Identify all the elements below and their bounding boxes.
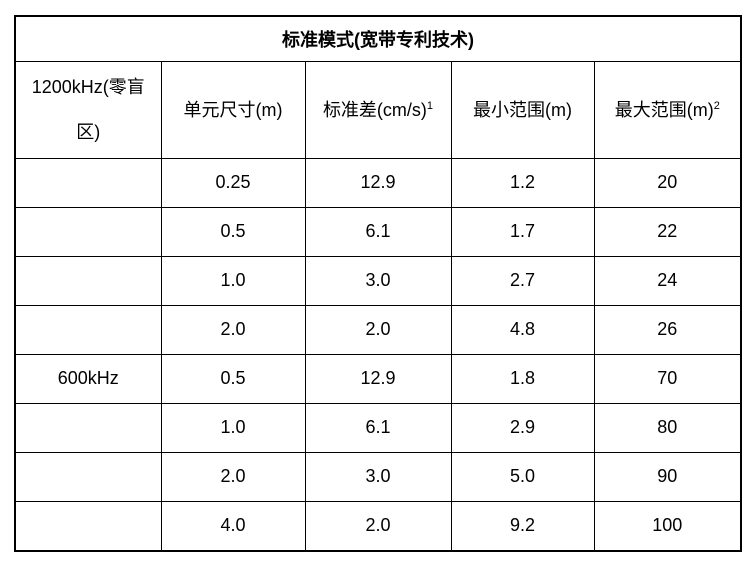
header-max-range-text: 最大范围(m): [614, 99, 714, 120]
table-row: 0.5 6.1 1.7 22: [14, 207, 742, 257]
table-row: 4.0 2.0 9.2 100: [14, 501, 742, 552]
min-range-cell: 9.2: [450, 501, 595, 552]
min-range-cell: 4.8: [450, 305, 595, 355]
header-std-dev-footnote-marker: 1: [426, 99, 434, 112]
cell-size-cell: 1.0: [160, 403, 306, 453]
frequency-cell: [14, 501, 162, 552]
max-range-cell: 24: [593, 256, 742, 306]
frequency-cell: [14, 305, 162, 355]
frequency-cell: [14, 403, 162, 453]
header-std-dev-text: 标准差(cm/s): [322, 99, 427, 120]
table-row: 0.25 12.9 1.2 20: [14, 158, 742, 208]
max-range-cell: 100: [593, 501, 742, 552]
table-title: 标准模式(宽带专利技术): [14, 15, 742, 62]
min-range-cell: 1.2: [450, 158, 595, 208]
std-dev-cell: 3.0: [304, 452, 452, 502]
min-range-cell: 5.0: [450, 452, 595, 502]
header-cell-size: 单元尺寸(m): [160, 61, 306, 159]
max-range-cell: 80: [593, 403, 742, 453]
table-row: 2.0 2.0 4.8 26: [14, 305, 742, 355]
frequency-cell: [14, 452, 162, 502]
frequency-cell: [14, 256, 162, 306]
cell-size-cell: 0.25: [160, 158, 306, 208]
table-title-row: 标准模式(宽带专利技术): [14, 15, 742, 62]
standard-mode-spec-table: 标准模式(宽带专利技术) 1200kHz(零盲区) 单元尺寸(m) 标准差(cm…: [14, 15, 743, 552]
cell-size-cell: 0.5: [160, 207, 306, 257]
std-dev-cell: 6.1: [304, 207, 452, 257]
table-header-row: 1200kHz(零盲区) 单元尺寸(m) 标准差(cm/s)1 最小范围(m) …: [14, 61, 742, 159]
table-row: 1.0 3.0 2.7 24: [14, 256, 742, 306]
min-range-cell: 2.7: [450, 256, 595, 306]
max-range-cell: 22: [593, 207, 742, 257]
max-range-cell: 70: [593, 354, 742, 404]
table-row: 600kHz 0.5 12.9 1.8 70: [14, 354, 742, 404]
table-row: 1.0 6.1 2.9 80: [14, 403, 742, 453]
header-max-range-footnote-marker: 2: [713, 99, 720, 112]
max-range-cell: 26: [593, 305, 742, 355]
cell-size-cell: 0.5: [160, 354, 306, 404]
table-row: 2.0 3.0 5.0 90: [14, 452, 742, 502]
std-dev-cell: 12.9: [304, 158, 452, 208]
min-range-cell: 1.8: [450, 354, 595, 404]
std-dev-cell: 2.0: [304, 501, 452, 552]
header-frequency: 1200kHz(零盲区): [14, 61, 162, 159]
max-range-cell: 90: [593, 452, 742, 502]
cell-size-cell: 1.0: [160, 256, 306, 306]
std-dev-cell: 2.0: [304, 305, 452, 355]
std-dev-cell: 12.9: [304, 354, 452, 404]
header-std-dev: 标准差(cm/s)1: [304, 61, 452, 159]
std-dev-cell: 6.1: [304, 403, 452, 453]
cell-size-cell: 2.0: [160, 305, 306, 355]
min-range-cell: 2.9: [450, 403, 595, 453]
cell-size-cell: 4.0: [160, 501, 306, 552]
header-min-range: 最小范围(m): [450, 61, 595, 159]
frequency-cell: 600kHz: [14, 354, 162, 404]
std-dev-cell: 3.0: [304, 256, 452, 306]
header-max-range: 最大范围(m)2: [593, 61, 742, 159]
frequency-cell: [14, 207, 162, 257]
max-range-cell: 20: [593, 158, 742, 208]
min-range-cell: 1.7: [450, 207, 595, 257]
cell-size-cell: 2.0: [160, 452, 306, 502]
frequency-cell: [14, 158, 162, 208]
